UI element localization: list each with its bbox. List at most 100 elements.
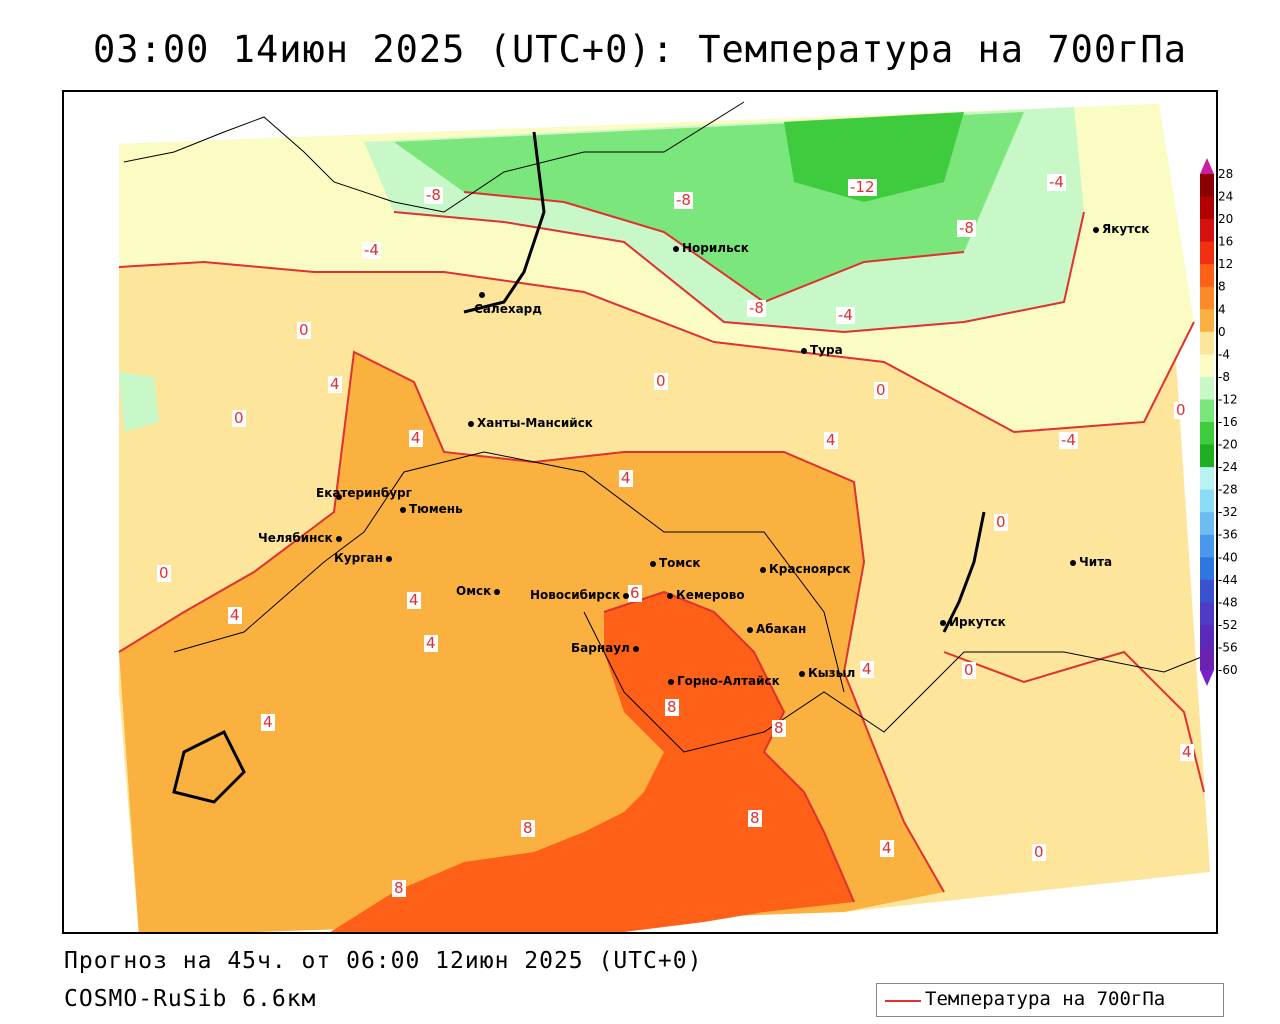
isotherm-label: -8 [424,186,443,204]
colorbar-tick-labels: 28 24 20 16 12 8 4 0 -4 -8 -12 -16 -20 -24 -28 -32 -36 -4… [1218,167,1238,677]
colorbar-tick: 0 [1218,325,1226,339]
colorbar-bin [1200,376,1214,400]
isotherm-label: 4 [228,606,242,624]
colorbar-tick: -24 [1218,460,1238,474]
colorbar-bin [1200,489,1214,513]
colorbar-bin [1200,422,1214,445]
city-kyzyl: Кызыл [799,666,855,680]
isotherm-label: 0 [654,372,668,390]
colorbar-tick: 16 [1218,235,1233,249]
colorbar-tick: -8 [1218,370,1230,384]
temperature-field [118,101,1215,932]
isotherm-label: -4 [836,306,855,324]
map-legend: Температура на 700гПа [876,983,1224,1017]
coastline-bold [172,131,986,804]
isotherm-label: -12 [848,178,877,196]
isotherm-label: 0 [232,409,246,427]
isotherm-label: -8 [957,219,976,237]
isotherm-label: 4 [860,660,874,678]
city-yekaterinburg: Екатеринбург [316,486,412,500]
isotherm-label: 4 [880,839,894,857]
city-norilsk: Норильск [673,241,749,255]
map-title: 03:00 14июн 2025 (UTC+0): Температура на… [93,28,1187,71]
colorbar-bin [1200,331,1214,355]
colorbar-tick: -32 [1218,505,1238,519]
colorbar-tick: -52 [1218,618,1238,632]
colorbar-tick: -44 [1218,573,1238,587]
colorbar-bin [1200,602,1214,626]
isotherm-legend-swatch [885,1000,921,1002]
city-novosibirsk: Новосибирск [530,588,632,602]
isotherm-label: 0 [1174,401,1188,419]
colorbar-bottom-arrow [1200,670,1214,686]
colorbar-bin [1200,624,1214,648]
isotherm-label: 4 [824,431,838,449]
colorbar-bin [1200,354,1214,378]
isotherm-label: 8 [665,698,679,716]
city-tomsk: Томск [650,556,701,570]
colorbar-tick: -20 [1218,438,1238,452]
colorbar-bin [1200,444,1214,468]
colorbar-bin [1200,557,1214,581]
colorbar-tick: -40 [1218,550,1238,564]
colorbar-bin [1200,196,1214,220]
colorbar-tick: -60 [1218,663,1238,677]
colorbar-bin [1200,174,1214,197]
city-krasnoyarsk: Красноярск [760,562,851,576]
city-kemerovo: Кемерово [667,588,745,602]
city-omsk: Омск [456,584,503,598]
city-gorno-altaysk: Горно-Алтайск [668,674,780,688]
colorbar-tick: -56 [1218,641,1238,655]
city-barnaul: Барнаул [571,641,642,655]
colorbar-bin [1200,512,1214,536]
city-abakan: Абакан [747,622,806,636]
colorbar-bin [1200,647,1214,671]
colorbar-tick: 12 [1218,257,1233,271]
isotherm-label: -4 [1047,173,1066,191]
colorbar-tick: 4 [1218,302,1226,316]
city-irkutsk: Иркутск [940,615,1006,629]
isotherms [118,191,1205,903]
isotherm-label: 4 [261,713,275,731]
map-panel: -8 -8 -12 -4 -8 -4 -8 -4 0 0 4 0 4 4 4 0… [62,90,1218,934]
colorbar-tick: -4 [1218,347,1230,361]
colorbar-bin [1200,309,1214,333]
isotherm-label: 0 [874,381,888,399]
city-khanty-mansiysk: Ханты-Мансийск [468,416,593,430]
isotherm-label: 8 [772,719,786,737]
zone-west-patch [119,372,159,432]
colorbar-tick: 24 [1218,190,1233,204]
borders [123,101,1215,753]
isotherm-label: 4 [619,469,633,487]
isotherm-label: 4 [1180,743,1194,761]
isotherm-label: -8 [674,191,693,209]
colorbar-tick: -48 [1218,595,1238,609]
isotherm-label: 4 [407,591,421,609]
isotherm-label: 4 [424,634,438,652]
isotherm-label: 8 [748,809,762,827]
colorbar-top-arrow [1200,158,1214,174]
colorbar-bin [1200,534,1214,558]
model-name: COSMO-RuSib 6.6км [64,986,317,1012]
isotherm-label: 0 [994,513,1008,531]
isotherm-label: 0 [157,564,171,582]
city-chelyabinsk: Челябинск [258,531,345,545]
zone-above-8 [330,592,854,932]
colorbar-bin [1200,264,1214,288]
colorbar-tick: -16 [1218,415,1238,429]
colorbar-bin [1200,399,1214,423]
isotherm-label: 0 [962,661,976,679]
temperature-colorbar: 28 24 20 16 12 8 4 0 -4 -8 -12 -16 -20 -24 -28 -32 -36 -4… [1200,158,1238,686]
colorbar-tick: 20 [1218,212,1233,226]
legend-label: Температура на 700гПа [925,988,1166,1010]
zone-neg16-neg12 [784,112,964,202]
isotherm-label: 6 [628,584,642,602]
isotherm-label: -4 [362,241,381,259]
isotherm-label: 8 [392,879,406,897]
city-salekhard: Салехард [474,292,542,316]
city-tura: Тура [801,343,843,357]
isotherm-label: -4 [1059,431,1078,449]
colorbar-bin [1200,219,1214,243]
isotherm-label: -8 [747,299,766,317]
city-tyumen: Тюмень [400,502,463,516]
